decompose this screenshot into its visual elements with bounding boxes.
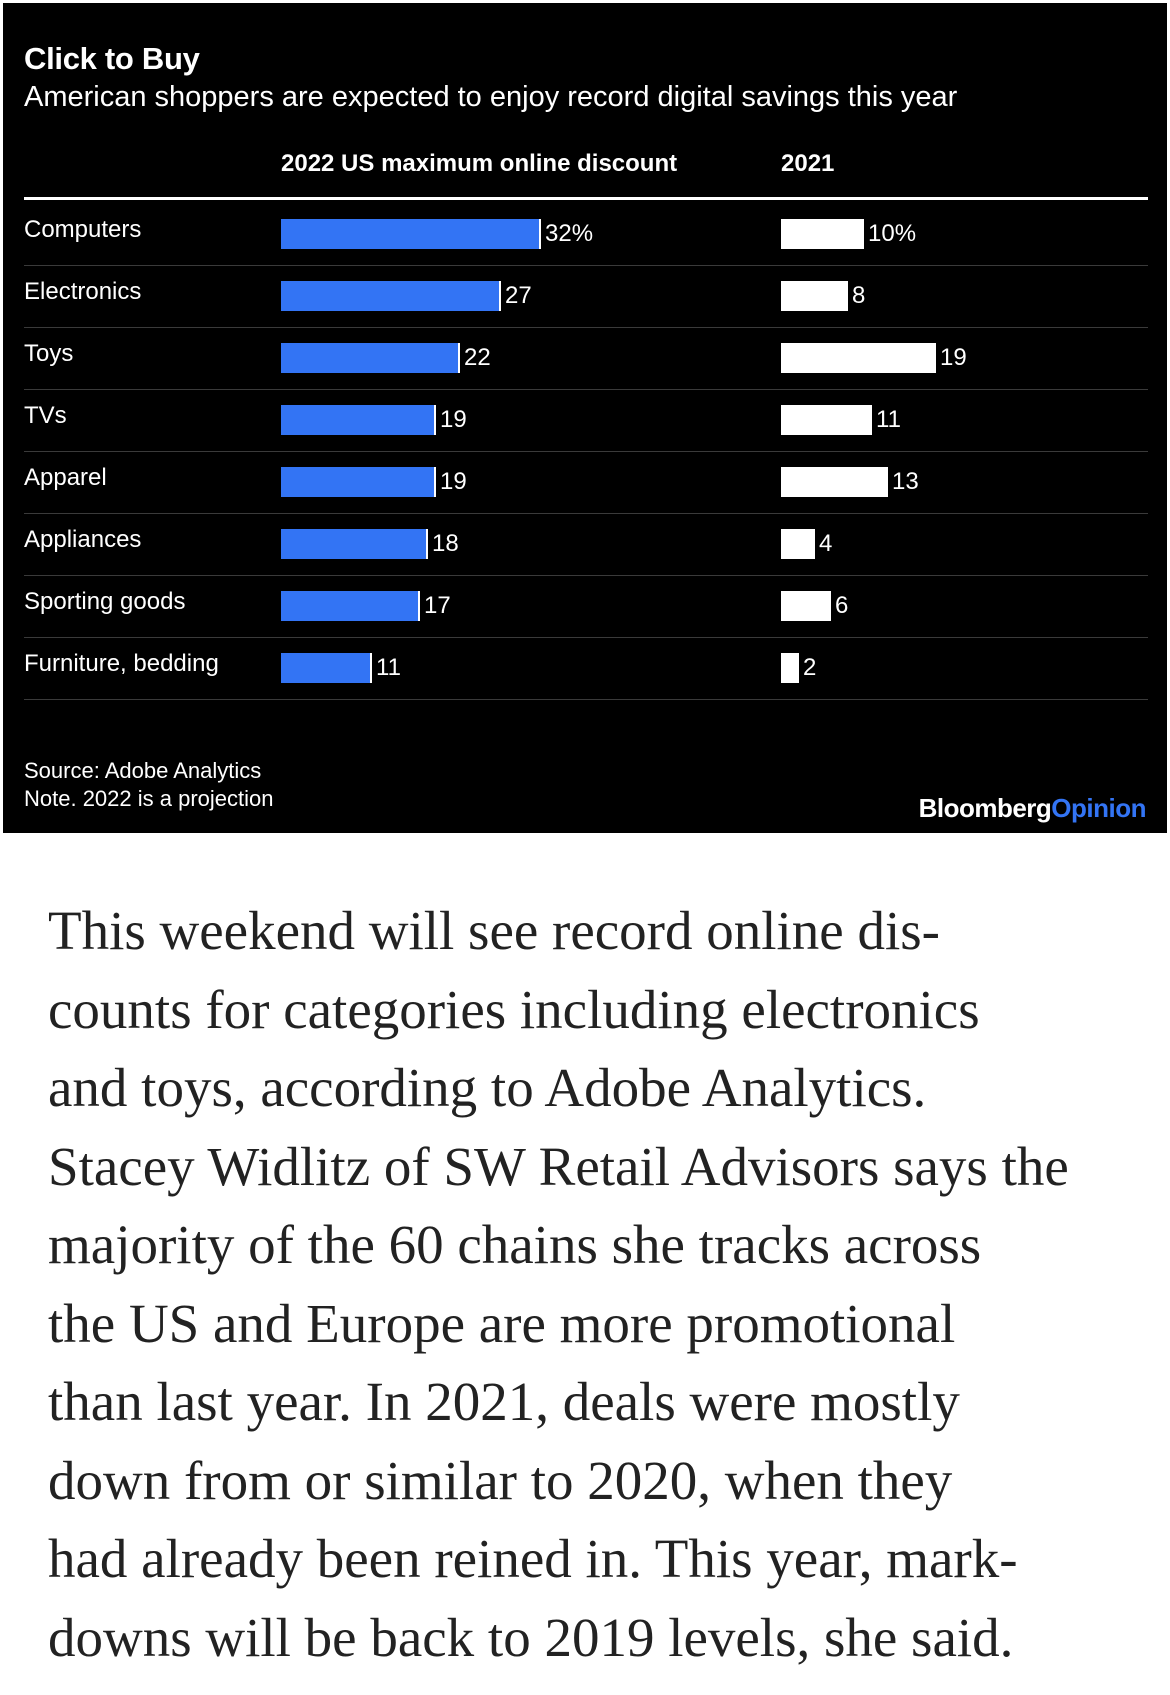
bar-2022 xyxy=(281,529,426,559)
bloomberg-opinion-logo: BloombergOpinion xyxy=(918,793,1147,824)
bar-2021 xyxy=(781,405,870,435)
value-label-2021: 11 xyxy=(870,405,901,435)
value-label-2022: 19 xyxy=(434,467,467,497)
value-label-2021: 4 xyxy=(813,529,832,559)
bar-2021 xyxy=(781,281,846,311)
row-separator xyxy=(24,265,1148,266)
row-separator xyxy=(24,327,1148,328)
value-label-2021: 19 xyxy=(934,343,967,373)
value-label-2022: 11 xyxy=(370,653,401,683)
series-header-2022: 2022 US maximum online discount xyxy=(281,150,678,177)
article-line: and toys, according to Adobe Analytics. xyxy=(48,1057,927,1118)
article-line: counts for categories including electron… xyxy=(48,978,980,1040)
bar-2021 xyxy=(781,591,829,621)
article-line: downs will be back to 2019 levels, she s… xyxy=(48,1606,1014,1668)
bar-2022 xyxy=(281,281,499,311)
bar-2022 xyxy=(281,467,434,497)
row-separator xyxy=(24,451,1148,452)
article-line: down from or similar to 2020, when they xyxy=(48,1449,953,1511)
chart-footnote: Source: Adobe Analytics Note. 2022 is a … xyxy=(24,757,274,813)
bar-2022 xyxy=(281,219,539,249)
article-line: than last year. In 2021, deals were most… xyxy=(48,1371,960,1432)
value-label-2022: 22 xyxy=(458,343,491,373)
bar-2021 xyxy=(781,219,862,249)
value-label-2021: 13 xyxy=(886,467,919,497)
category-label: TVs xyxy=(24,402,67,429)
value-label-2022: 17 xyxy=(418,591,451,621)
category-label: Apparel xyxy=(24,464,107,491)
value-label-2021: 10% xyxy=(862,219,916,249)
bar-2022 xyxy=(281,343,458,373)
category-label: Electronics xyxy=(24,278,142,305)
bar-2021 xyxy=(781,467,886,497)
header-rule xyxy=(24,197,1148,200)
row-separator xyxy=(24,637,1148,638)
bar-2021 xyxy=(781,653,797,683)
article-line: the US and Europe are more promotional xyxy=(48,1292,956,1354)
chart-subtitle: American shoppers are expected to enjoy … xyxy=(24,81,958,113)
value-label-2022: 32% xyxy=(539,219,593,249)
bar-2022 xyxy=(281,405,434,435)
bar-2021 xyxy=(781,343,934,373)
brand-secondary: Opinion xyxy=(1051,793,1146,823)
bar-2021 xyxy=(781,529,813,559)
series-header-2021: 2021 xyxy=(781,150,835,177)
value-label-2022: 27 xyxy=(499,281,532,311)
category-label: Toys xyxy=(24,340,74,367)
row-separator xyxy=(24,389,1148,390)
value-label-2022: 19 xyxy=(434,405,467,435)
category-label: Appliances xyxy=(24,526,142,553)
article-line: majority of the 60 chains she tracks acr… xyxy=(48,1214,982,1275)
article-paragraph: This weekend will see record online dis-… xyxy=(48,892,1138,1677)
row-separator xyxy=(24,575,1148,576)
value-label-2021: 2 xyxy=(797,653,816,683)
bar-2022 xyxy=(281,653,370,683)
article-line: had already been reined in. This year, m… xyxy=(48,1528,1018,1589)
value-label-2021: 6 xyxy=(829,591,848,621)
chart-card: Click to Buy American shoppers are expec… xyxy=(3,3,1167,833)
category-label: Computers xyxy=(24,216,142,243)
row-separator xyxy=(24,513,1148,514)
bar-2022 xyxy=(281,591,418,621)
chart-title: Click to Buy xyxy=(24,41,200,76)
category-label: Sporting goods xyxy=(24,588,186,615)
source-note: Source: Adobe Analytics xyxy=(24,758,262,783)
category-label: Furniture, bedding xyxy=(24,650,219,677)
value-label-2021: 8 xyxy=(846,281,865,311)
value-label-2022: 18 xyxy=(426,529,459,559)
article-line: This weekend will see record online dis- xyxy=(48,900,940,961)
brand-primary: Bloomberg xyxy=(918,793,1052,823)
projection-note: Note. 2022 is a projection xyxy=(24,786,274,811)
chart-rows: Computers 32% 10% Electronics 27 8 Toys 22 19 TVs… xyxy=(3,3,1167,833)
row-separator xyxy=(24,699,1148,700)
article-line: Stacey Widlitz of SW Retail Advisors say… xyxy=(48,1135,1069,1197)
